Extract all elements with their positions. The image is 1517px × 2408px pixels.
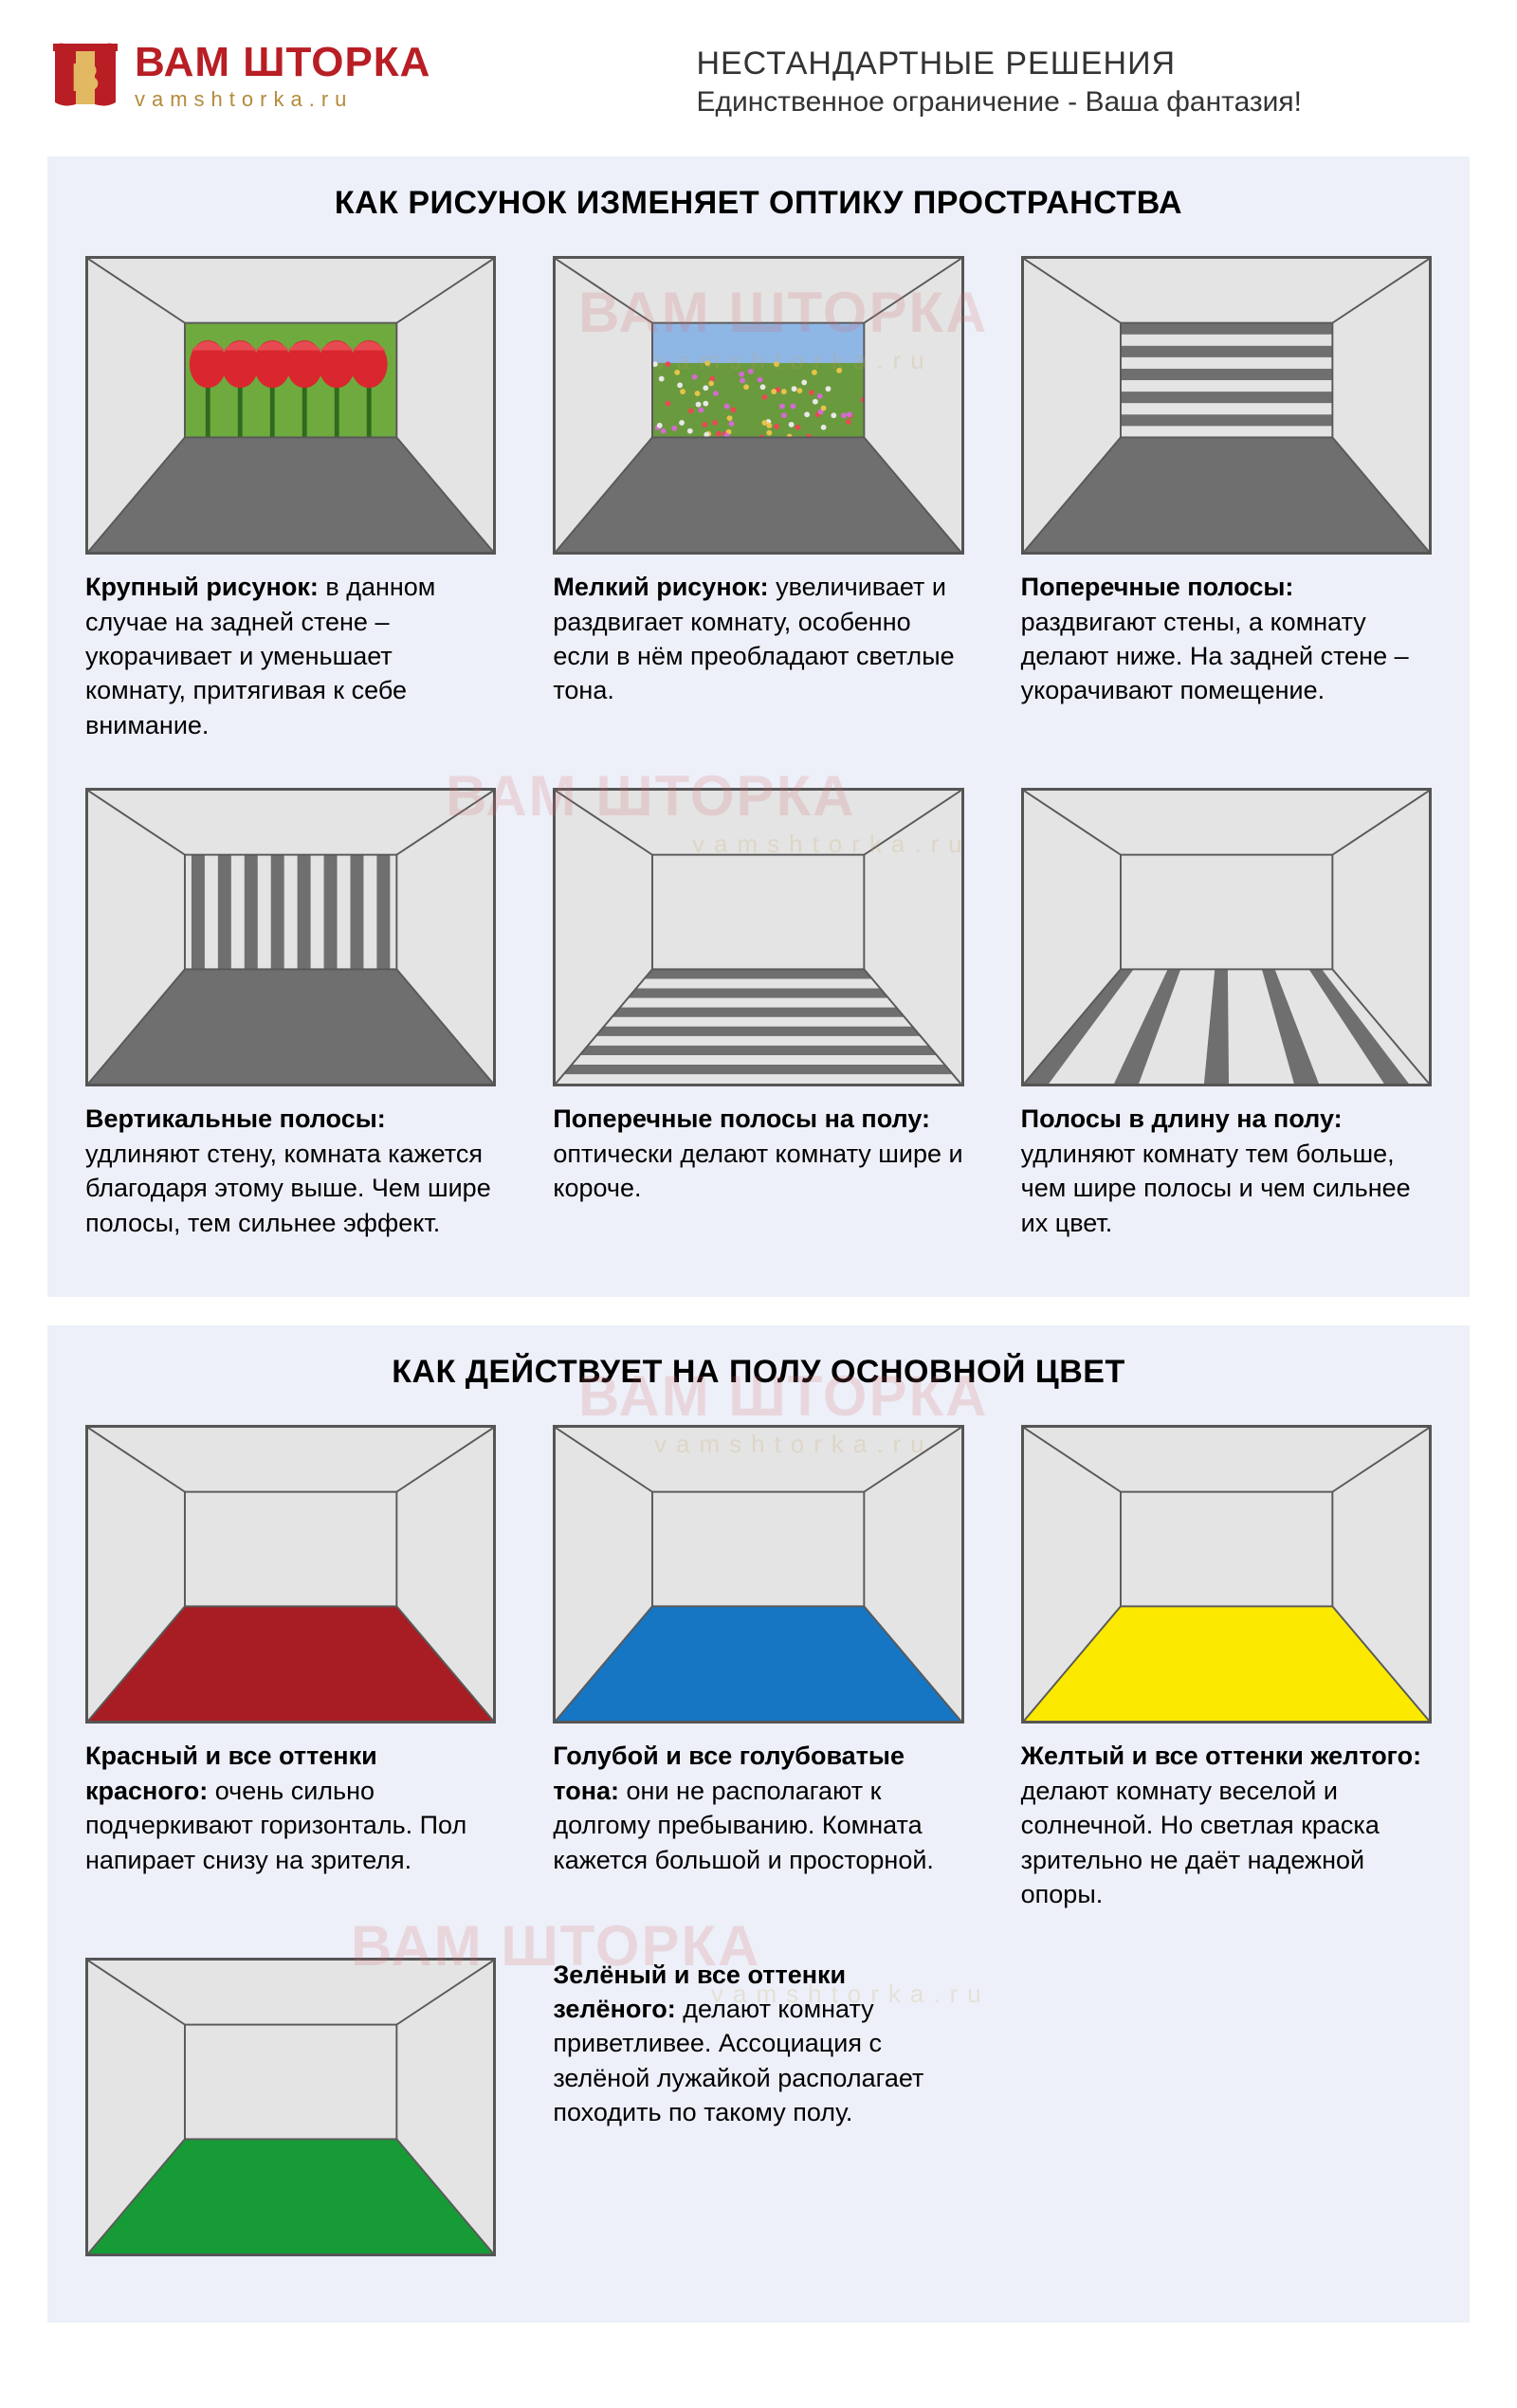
- caption-text: удлиняют комнату тем больше, чем шире по…: [1021, 1140, 1411, 1237]
- caption: Вертикальные полосы: удлиняют стену, ком…: [85, 1102, 496, 1240]
- caption-bold: Желтый и все оттенки желтого:: [1021, 1742, 1421, 1770]
- caption-bold: Поперечные полосы:: [1021, 573, 1294, 601]
- caption-bold: Мелкий рисунок:: [553, 573, 768, 601]
- room-diagram: [85, 256, 496, 555]
- pattern-cell: Поперечные полосы: раздвигают стены, а к…: [1021, 256, 1432, 742]
- caption-bold: Поперечные полосы на полу:: [553, 1104, 930, 1133]
- caption-bold: Полосы в длину на полу:: [1021, 1104, 1343, 1133]
- room-diagram: [1021, 788, 1432, 1086]
- caption-bold: Крупный рисунок:: [85, 573, 319, 601]
- svg-text:B: B: [71, 55, 100, 100]
- header-subtitle: Единственное ограничение - Ваша фантазия…: [696, 86, 1302, 119]
- pattern-cell: Полосы в длину на полу: удлиняют комнату…: [1021, 788, 1432, 1240]
- room-diagram: [553, 1425, 963, 1724]
- room-diagram: [553, 256, 963, 555]
- section-title: КАК РИСУНОК ИЗМЕНЯЕТ ОПТИКУ ПРОСТРАНСТВА: [85, 185, 1432, 222]
- section-title: КАК ДЕЙСТВУЕТ НА ПОЛУ ОСНОВНОЙ ЦВЕТ: [85, 1354, 1432, 1391]
- logo-title: ВАМ ШТОРКА: [135, 42, 430, 83]
- room-diagram: [85, 1425, 496, 1724]
- caption: Зелёный и все оттенки зелёного: делают к…: [553, 1958, 963, 2130]
- caption: Поперечные полосы на полу: оптически дел…: [553, 1102, 963, 1205]
- logo-icon: B: [47, 38, 123, 114]
- logo-subtitle: vamshtorka.ru: [135, 89, 430, 110]
- room-diagram: [1021, 1425, 1432, 1724]
- room-diagram: [85, 788, 496, 1086]
- header-title: НЕСТАНДАРТНЫЕ РЕШЕНИЯ: [696, 46, 1302, 82]
- floor-color-cell: Голубой и все голубоватые тона: они не р…: [553, 1425, 963, 1911]
- floor-color-cell: Желтый и все оттенки желтого: делают ком…: [1021, 1425, 1432, 1911]
- pattern-cell: Мелкий рисунок: увеличивает и раздвигает…: [553, 256, 963, 742]
- section-pattern: ВАМ ШТОРКА vamshtorka.ru ВАМ ШТОРКА vams…: [47, 156, 1470, 1297]
- caption: Крупный рисунок: в данном случае на задн…: [85, 570, 496, 742]
- caption: Красный и все оттенки красного: очень си…: [85, 1739, 496, 1877]
- caption: Желтый и все оттенки желтого: делают ком…: [1021, 1739, 1432, 1911]
- room-diagram: [553, 788, 963, 1086]
- caption: Полосы в длину на полу: удлиняют комнату…: [1021, 1102, 1432, 1240]
- caption: Голубой и все голубоватые тона: они не р…: [553, 1739, 963, 1877]
- caption-bold: Вертикальные полосы:: [85, 1104, 386, 1133]
- room-diagram: [1021, 256, 1432, 555]
- caption: Поперечные полосы: раздвигают стены, а к…: [1021, 570, 1432, 708]
- header-text: НЕСТАНДАРТНЫЕ РЕШЕНИЯ Единственное огран…: [696, 38, 1302, 119]
- caption: Мелкий рисунок: увеличивает и раздвигает…: [553, 570, 963, 708]
- caption-text: оптически делают комнату шире и короче.: [553, 1140, 962, 1202]
- pattern-cell: Крупный рисунок: в данном случае на задн…: [85, 256, 496, 742]
- pattern-cell: Вертикальные полосы: удлиняют стену, ком…: [85, 788, 496, 1240]
- pattern-cell: Поперечные полосы на полу: оптически дел…: [553, 788, 963, 1240]
- floor-color-caption-cell: Зелёный и все оттенки зелёного: делают к…: [553, 1958, 963, 2256]
- room-diagram: [85, 1958, 496, 2256]
- caption-text: раздвигают стены, а комнату делают ниже.…: [1021, 608, 1409, 705]
- caption-text: делают комнату веселой и солнечной. Но с…: [1021, 1777, 1380, 1908]
- floor-color-cell: [85, 1958, 496, 2256]
- section-floor-color: ВАМ ШТОРКА vamshtorka.ru ВАМ ШТОРКА vams…: [47, 1325, 1470, 2322]
- logo: B ВАМ ШТОРКА vamshtorka.ru: [47, 38, 430, 114]
- caption-text: удлиняют стену, комната кажется благодар…: [85, 1140, 491, 1237]
- floor-color-cell: Красный и все оттенки красного: очень си…: [85, 1425, 496, 1911]
- header: B ВАМ ШТОРКА vamshtorka.ru НЕСТАНДАРТНЫЕ…: [47, 38, 1470, 119]
